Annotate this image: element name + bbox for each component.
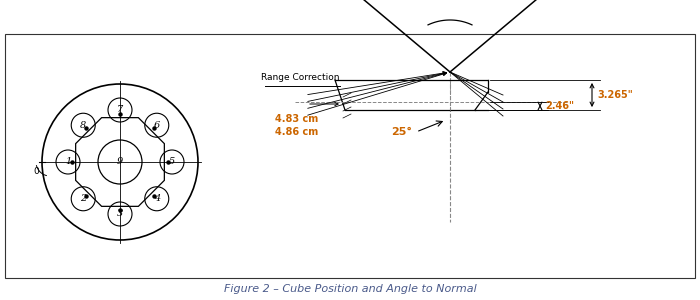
Text: 4.86 cm: 4.86 cm xyxy=(275,127,318,137)
Text: 3: 3 xyxy=(117,209,123,218)
Text: 4.83 cm: 4.83 cm xyxy=(275,114,318,124)
Text: 8: 8 xyxy=(80,121,86,130)
Text: 4: 4 xyxy=(153,194,160,203)
Text: Figure 2 – Cube Position and Angle to Normal: Figure 2 – Cube Position and Angle to No… xyxy=(223,284,477,294)
Text: 2: 2 xyxy=(80,194,86,203)
Text: 1: 1 xyxy=(65,158,71,166)
Text: 9: 9 xyxy=(117,158,123,166)
Text: 7: 7 xyxy=(117,106,123,115)
Text: 3.265": 3.265" xyxy=(597,90,633,100)
Text: Range Correction: Range Correction xyxy=(260,73,340,82)
Text: 6: 6 xyxy=(153,121,160,130)
Bar xyxy=(5,34,695,278)
Text: 5: 5 xyxy=(169,158,175,166)
Text: 2.46": 2.46" xyxy=(545,101,574,111)
Text: 0: 0 xyxy=(33,167,39,176)
Text: 25°: 25° xyxy=(391,127,412,137)
